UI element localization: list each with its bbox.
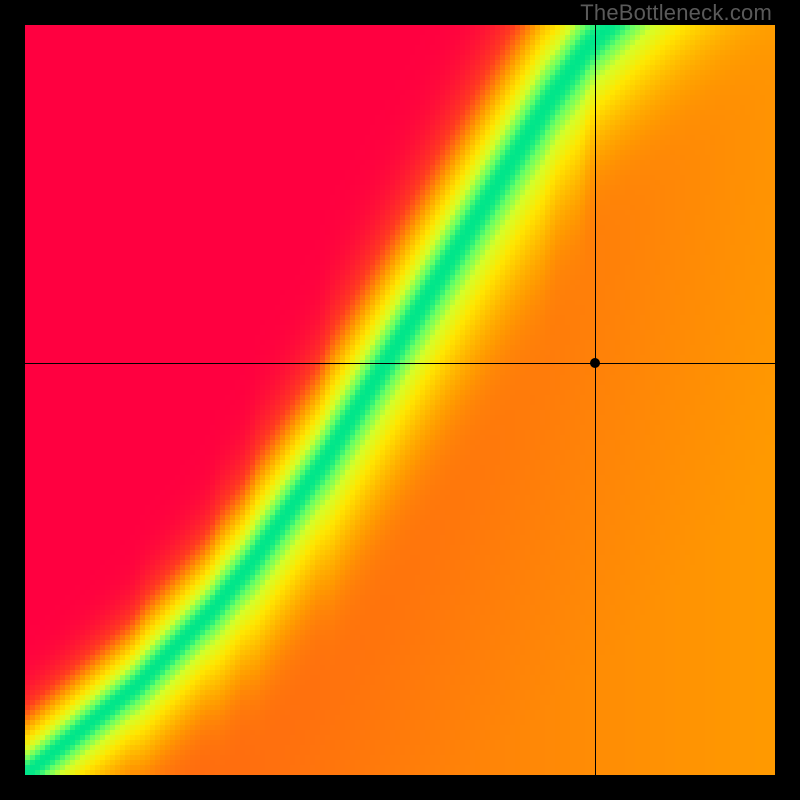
chart-container: TheBottleneck.com — [0, 0, 800, 800]
watermark-text: TheBottleneck.com — [580, 0, 772, 26]
bottleneck-heatmap — [25, 25, 775, 775]
